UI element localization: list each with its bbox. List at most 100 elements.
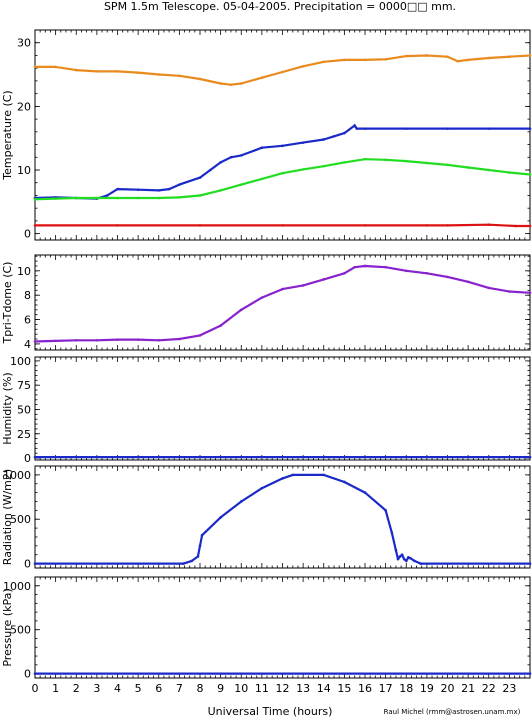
data-point xyxy=(425,224,429,227)
data-point xyxy=(198,334,202,337)
data-point xyxy=(363,127,367,130)
data-point xyxy=(413,559,416,563)
data-point xyxy=(446,163,449,167)
data-point xyxy=(281,224,284,227)
data-point xyxy=(198,224,202,227)
data-point xyxy=(291,473,295,477)
data-point xyxy=(178,183,181,186)
data-point xyxy=(198,77,202,81)
data-point xyxy=(239,183,243,186)
data-point xyxy=(425,161,429,165)
panel-3: 0 25 50 75 100 Humidity (%) xyxy=(1,355,532,465)
x-tick-label: 0 xyxy=(32,682,39,695)
data-point xyxy=(487,286,491,290)
data-point xyxy=(239,154,243,157)
data-point xyxy=(446,275,449,279)
x-tick-label: 6 xyxy=(155,682,162,695)
data-point xyxy=(260,76,264,80)
x-tick-label: 12 xyxy=(276,682,290,695)
data-point xyxy=(343,58,346,62)
data-point xyxy=(332,134,336,138)
data-point xyxy=(514,224,517,228)
y-axis-label: Tpri-Tdome (C) xyxy=(1,262,14,345)
data-point xyxy=(33,340,37,343)
data-point xyxy=(487,168,491,172)
y-tick-label: 500 xyxy=(10,624,31,637)
data-point xyxy=(136,71,140,74)
plot-frame xyxy=(34,356,531,461)
data-point xyxy=(200,533,204,537)
data-point xyxy=(407,556,410,559)
data-point xyxy=(487,56,491,60)
data-point xyxy=(446,55,449,59)
data-point xyxy=(322,278,326,281)
panel-1: 0 10 20 30 Temperature (C) xyxy=(1,29,532,241)
data-point xyxy=(74,196,78,200)
data-point xyxy=(136,338,140,341)
y-tick-label: 0 xyxy=(24,452,31,465)
data-point xyxy=(400,553,404,556)
data-point xyxy=(398,555,402,558)
data-point xyxy=(260,296,264,299)
x-tick-label: 2 xyxy=(73,682,80,695)
y-tick-label: 10 xyxy=(17,164,31,177)
y-tick-label: 75 xyxy=(17,379,31,392)
data-point xyxy=(74,68,78,72)
data-point xyxy=(105,194,109,197)
y-tick-label: 100 xyxy=(10,355,31,368)
data-point xyxy=(384,509,387,512)
data-point xyxy=(528,291,532,295)
y-tick-label: 30 xyxy=(17,37,31,50)
data-point xyxy=(33,562,37,565)
data-point xyxy=(528,54,532,57)
data-point xyxy=(209,168,212,172)
data-point xyxy=(116,70,119,73)
y-tick-label: 10 xyxy=(17,265,31,278)
x-tick-label: 16 xyxy=(358,682,372,695)
series-line-red xyxy=(35,223,530,228)
series-line-orange xyxy=(35,54,531,86)
data-point xyxy=(409,556,412,560)
data-point xyxy=(219,189,222,192)
data-point xyxy=(528,173,532,176)
y-axis-label: Pressure (kPa) xyxy=(1,588,14,666)
data-point xyxy=(190,559,194,563)
data-point xyxy=(528,127,532,130)
data-point xyxy=(182,562,185,565)
series-line-purple xyxy=(34,264,531,343)
data-point xyxy=(136,196,140,200)
x-tick-label: 18 xyxy=(399,682,413,695)
data-point xyxy=(198,544,202,548)
data-point xyxy=(74,338,78,342)
data-point xyxy=(95,196,99,200)
data-point xyxy=(157,196,161,200)
data-point xyxy=(95,338,99,342)
plot-frame xyxy=(34,465,531,569)
x-tick-label: 22 xyxy=(482,682,496,695)
data-point xyxy=(239,500,243,503)
data-point xyxy=(281,477,284,480)
x-tick-label: 4 xyxy=(114,682,121,695)
data-point xyxy=(33,672,37,675)
data-point xyxy=(157,73,161,76)
data-point xyxy=(301,284,305,287)
data-point xyxy=(219,516,222,519)
y-tick-label: 500 xyxy=(10,513,31,526)
data-point xyxy=(301,64,305,68)
data-point xyxy=(363,58,367,62)
data-point xyxy=(281,144,284,148)
data-point xyxy=(198,194,202,197)
data-point xyxy=(363,157,367,161)
data-point xyxy=(322,473,326,477)
data-point xyxy=(281,287,284,291)
data-point xyxy=(33,224,37,227)
data-point xyxy=(116,338,119,341)
data-point xyxy=(528,672,532,675)
data-point xyxy=(239,82,243,85)
x-tick-label: 11 xyxy=(255,682,269,695)
data-point xyxy=(229,83,233,87)
data-point xyxy=(363,264,367,268)
data-point xyxy=(95,70,99,73)
data-point xyxy=(390,531,394,534)
